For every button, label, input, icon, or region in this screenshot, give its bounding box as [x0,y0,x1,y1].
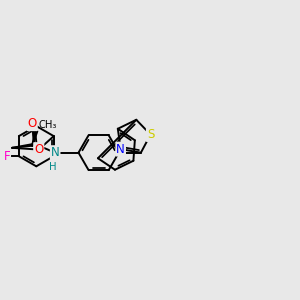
Text: CH₃: CH₃ [39,120,57,130]
Text: S: S [147,128,154,141]
Text: O: O [34,143,44,156]
Text: N: N [116,142,125,156]
Text: F: F [4,150,10,163]
Text: O: O [28,117,37,130]
Text: N: N [51,146,59,159]
Text: H: H [50,161,57,172]
